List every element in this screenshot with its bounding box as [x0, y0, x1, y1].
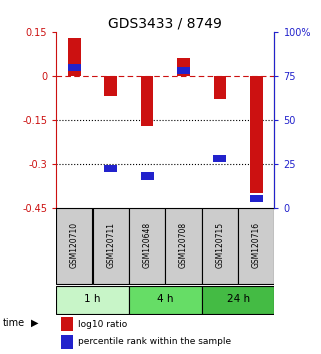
Text: GSM120708: GSM120708	[179, 222, 188, 268]
Title: GDS3433 / 8749: GDS3433 / 8749	[108, 17, 222, 31]
Bar	[129, 209, 165, 284]
Text: GSM120716: GSM120716	[252, 222, 261, 268]
Bar	[129, 286, 202, 314]
Text: GSM120715: GSM120715	[215, 222, 224, 268]
Bar	[68, 63, 81, 70]
Text: GSM120648: GSM120648	[143, 222, 152, 268]
Bar	[202, 286, 274, 314]
Bar	[202, 209, 238, 284]
Bar	[213, 155, 226, 162]
Text: percentile rank within the sample: percentile rank within the sample	[78, 337, 231, 347]
Bar	[250, 195, 263, 202]
Bar	[93, 209, 129, 284]
Bar	[104, 76, 117, 96]
Bar	[250, 76, 263, 193]
Bar	[56, 286, 129, 314]
Bar	[68, 38, 81, 76]
Text: GSM120711: GSM120711	[106, 222, 115, 268]
Bar	[61, 317, 73, 331]
Bar	[56, 209, 92, 284]
Bar	[177, 67, 190, 74]
Bar	[104, 165, 117, 172]
Bar	[61, 335, 73, 349]
Bar	[141, 76, 153, 126]
Text: log10 ratio: log10 ratio	[78, 320, 127, 329]
Text: 1 h: 1 h	[84, 294, 101, 304]
Bar	[238, 209, 274, 284]
Text: 4 h: 4 h	[157, 294, 174, 304]
Text: time: time	[3, 318, 25, 328]
Text: GSM120710: GSM120710	[70, 222, 79, 268]
Bar	[141, 172, 154, 179]
Bar	[213, 76, 226, 99]
Text: 24 h: 24 h	[227, 294, 250, 304]
Bar	[177, 58, 190, 76]
Bar	[166, 209, 202, 284]
Text: ▶: ▶	[30, 318, 38, 328]
